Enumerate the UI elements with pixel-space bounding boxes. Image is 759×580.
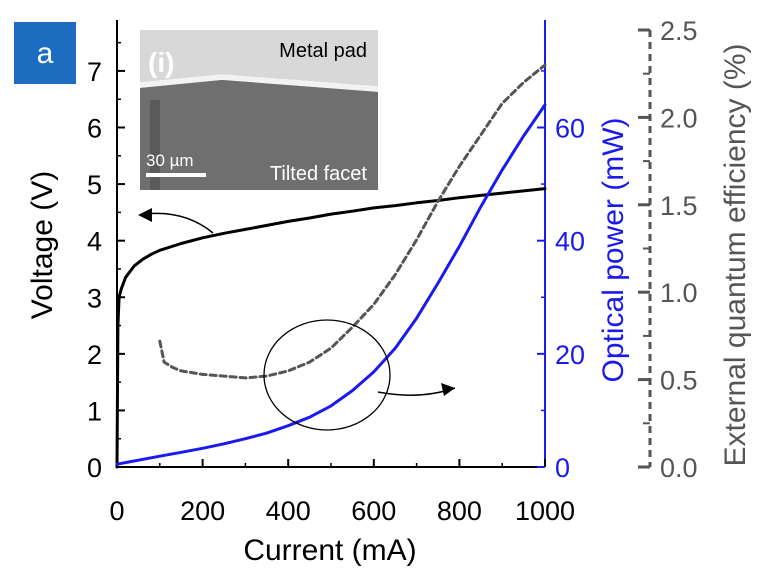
power-tick-label: 40 [555, 227, 585, 257]
power-tick-label: 60 [555, 114, 585, 144]
annotation-arrowhead-right [441, 383, 455, 396]
power-axis-label: Optical power (mW) [597, 117, 630, 382]
power-series-line [115, 103, 547, 466]
voltage-tick-label: 4 [87, 227, 102, 257]
x-tick-label: 0 [109, 496, 124, 526]
inset-scalebar-text: 30 µm [146, 151, 194, 170]
inset-metal-pad-region [140, 30, 378, 86]
x-tick-label: 400 [266, 496, 311, 526]
inset-bottom-text: Tilted facet [270, 163, 368, 185]
efficiency-axis-label: External quantum efficiency (%) [719, 44, 752, 467]
annotation-circle [263, 319, 391, 431]
x-tick-label: 1000 [515, 496, 575, 526]
voltage-series-line [115, 187, 547, 469]
voltage-tick-label: 3 [87, 283, 102, 313]
inset-scalebar [146, 173, 206, 177]
x-tick-label: 600 [351, 496, 396, 526]
efficiency-series-line [158, 63, 547, 380]
voltage-tick-label: 7 [87, 57, 102, 87]
efficiency-tick-label: 2.5 [660, 16, 698, 46]
voltage-axis-label: Voltage (V) [26, 171, 59, 319]
panel-badge [14, 22, 76, 84]
panel-label: a [37, 37, 54, 70]
inset-label: (i) [148, 47, 174, 78]
annotation-arrow-left [144, 212, 214, 234]
voltage-tick-label: 6 [87, 114, 102, 144]
inset-facet-region [140, 80, 378, 190]
sem-inset: (i) Metal pad Tilted facet 30 µm [140, 30, 378, 190]
voltage-tick-label: 2 [87, 340, 102, 370]
x-tick-label: 200 [180, 496, 225, 526]
inset-top-text: Metal pad [279, 40, 367, 62]
efficiency-tick-label: 0.5 [660, 366, 698, 396]
efficiency-tick-label: 0.0 [660, 453, 698, 483]
series-group [115, 63, 547, 469]
voltage-tick-label: 5 [87, 170, 102, 200]
voltage-tick-label: 0 [87, 453, 102, 483]
power-tick-label: 20 [555, 340, 585, 370]
x-axis-label: Current (mA) [243, 534, 416, 567]
x-tick-label: 800 [437, 496, 482, 526]
tick-group: 0 200 400 600 800 1000 0 1 2 3 4 5 6 7 0 20 40 60 0.0 0.5 1.… [87, 16, 698, 526]
efficiency-tick-label: 1.5 [660, 191, 698, 221]
annotation-arrowhead-left [138, 208, 152, 222]
efficiency-tick-label: 1.0 [660, 278, 698, 308]
voltage-tick-label: 1 [87, 396, 102, 426]
inset-ridge [150, 100, 160, 190]
efficiency-tick-label: 2.0 [660, 103, 698, 133]
inset-pad-edge [140, 74, 378, 92]
power-tick-label: 0 [555, 453, 570, 483]
